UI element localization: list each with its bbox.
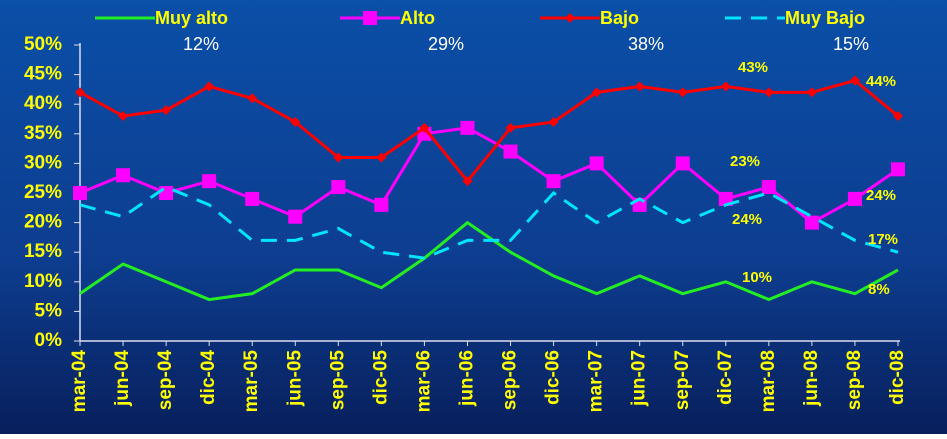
x-tick-label: mar-08 [758, 350, 779, 412]
x-tick-label: mar-06 [413, 350, 434, 412]
marker [363, 11, 377, 25]
x-tick-label: mar-04 [69, 350, 90, 413]
x-tick-label: dic-08 [887, 350, 908, 405]
y-tick-label: 45% [24, 64, 62, 85]
y-tick-label: 25% [24, 182, 62, 203]
x-tick-label: jun-05 [284, 350, 305, 407]
annotation: 10% [742, 269, 772, 286]
marker [503, 144, 518, 159]
x-tick-label: sep-04 [155, 350, 176, 411]
legend-label: Bajo [600, 8, 639, 28]
marker [460, 120, 475, 135]
x-tick-label: jun-04 [112, 350, 133, 407]
x-tick-label: jun-06 [456, 350, 477, 407]
legend-label: Muy alto [155, 8, 228, 28]
x-tick-label: dic-05 [370, 350, 391, 405]
x-tick-label: sep-05 [327, 350, 348, 411]
x-tick-label: mar-07 [586, 350, 607, 412]
legend-label: Muy Bajo [785, 8, 865, 28]
annotation: 44% [866, 73, 896, 90]
x-tick-label: jun-07 [629, 350, 650, 407]
x-tick-label: dic-07 [715, 350, 736, 405]
marker [675, 156, 690, 171]
marker [546, 174, 561, 189]
marker [73, 186, 87, 200]
marker [333, 152, 344, 163]
annotation: 24% [866, 187, 896, 204]
y-tick-label: 50% [24, 34, 62, 55]
marker [245, 191, 260, 206]
marker [589, 156, 604, 171]
marker [847, 191, 862, 206]
x-tick-label: dic-06 [543, 350, 564, 405]
series-line [79, 126, 899, 225]
marker [849, 75, 860, 86]
annotation: 8% [868, 281, 890, 298]
marker [374, 197, 389, 212]
y-tick-label: 20% [24, 212, 62, 233]
series-line [79, 220, 899, 302]
y-tick-label: 30% [24, 152, 62, 173]
marker [761, 180, 776, 195]
marker [591, 87, 602, 98]
legend-share: 15% [833, 34, 869, 54]
x-tick-label: sep-07 [672, 350, 693, 410]
x-tick-label: mar-05 [241, 350, 262, 413]
annotation: 23% [730, 153, 760, 170]
x-tick-label: sep-06 [500, 350, 521, 410]
marker [720, 81, 731, 92]
x-tick-label: sep-08 [844, 350, 865, 410]
marker [290, 116, 301, 127]
marker [804, 215, 819, 230]
marker [505, 122, 516, 133]
legend-label: Alto [400, 8, 435, 28]
y-tick-label: 10% [24, 271, 62, 292]
marker [376, 152, 387, 163]
marker [634, 81, 645, 92]
legend-share: 38% [628, 34, 664, 54]
marker [419, 122, 430, 133]
marker [118, 111, 129, 122]
marker [159, 186, 174, 200]
marker [116, 168, 131, 183]
marker [763, 87, 774, 98]
marker [204, 81, 215, 92]
marker [565, 13, 575, 23]
marker [202, 174, 217, 189]
marker [161, 105, 172, 116]
marker [247, 93, 258, 104]
y-tick-label: 15% [24, 241, 62, 262]
marker [806, 87, 817, 98]
annotation: 24% [732, 211, 762, 228]
legend-share: 29% [428, 34, 464, 54]
y-tick-label: 5% [35, 300, 63, 321]
marker [331, 180, 346, 195]
marker [548, 116, 559, 127]
x-tick-label: jun-08 [801, 350, 822, 407]
marker [75, 87, 85, 98]
annotation: 43% [738, 59, 768, 76]
marker [891, 162, 905, 177]
y-tick-label: 35% [24, 123, 62, 144]
marker [288, 209, 303, 224]
series-line [79, 185, 899, 260]
marker [462, 176, 473, 187]
series-line [79, 78, 899, 184]
x-tick-label: dic-04 [198, 350, 219, 405]
legend-share: 12% [183, 34, 219, 54]
y-tick-label: 40% [24, 93, 62, 114]
y-tick-label: 0% [35, 330, 63, 351]
annotation: 17% [868, 231, 898, 248]
marker [677, 87, 688, 98]
marker [893, 111, 903, 122]
